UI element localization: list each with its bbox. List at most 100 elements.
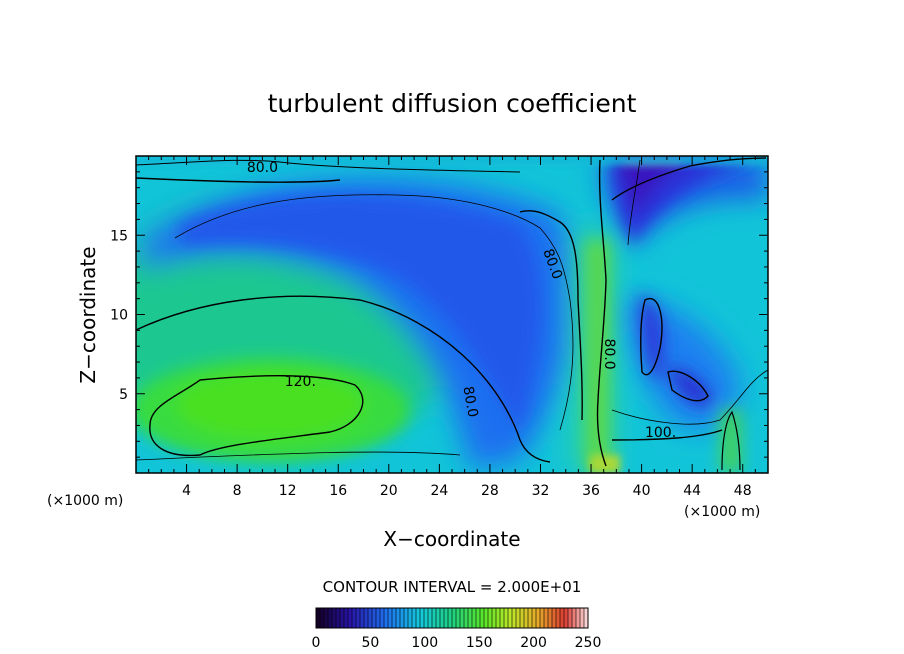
contour-line xyxy=(611,369,768,425)
y-tick-label: 5 xyxy=(119,387,128,403)
colorbar-swatch xyxy=(508,608,512,628)
colorbar-swatch xyxy=(548,608,552,628)
colorbar-swatch xyxy=(368,608,372,628)
colorbar-swatch xyxy=(320,608,324,628)
colorbar-swatch xyxy=(384,608,388,628)
colorbar-swatch xyxy=(420,608,424,628)
x-tick-label: 16 xyxy=(329,483,347,499)
contour-line xyxy=(149,375,364,457)
colorbar-swatch xyxy=(352,608,356,628)
colorbar-tick-label: 150 xyxy=(466,635,493,651)
colorbar-swatch xyxy=(428,608,432,628)
contour-line xyxy=(627,159,641,246)
contour-line xyxy=(667,370,709,402)
contour-label: 80.0 xyxy=(601,339,617,370)
colorbar-tick-label: 50 xyxy=(361,635,379,651)
x-tick-label: 32 xyxy=(532,483,550,499)
colorbar-swatch xyxy=(540,608,544,628)
colorbar-swatch xyxy=(580,608,584,628)
colorbar-swatch xyxy=(460,608,464,628)
x-tick-label: 36 xyxy=(582,483,600,499)
colorbar-swatch xyxy=(564,608,568,628)
colorbar-swatch xyxy=(456,608,460,628)
colorbar-swatch xyxy=(512,608,516,628)
colorbar-swatch xyxy=(516,608,520,628)
y-axis-label: Z−coordinate xyxy=(76,246,100,383)
y-tick-label: 10 xyxy=(110,308,128,324)
x-tick-label: 12 xyxy=(279,483,297,499)
colorbar-swatch xyxy=(400,608,404,628)
y-tick-label: 15 xyxy=(110,228,128,244)
colorbar-swatch xyxy=(336,608,340,628)
contour-line xyxy=(611,157,767,201)
colorbar-swatch xyxy=(500,608,504,628)
colorbar-swatch xyxy=(504,608,508,628)
contour-line xyxy=(136,451,461,461)
colorbar-swatch xyxy=(316,608,320,628)
colorbar-swatch xyxy=(496,608,500,628)
colorbar-swatch xyxy=(328,608,332,628)
x-tick-label: 40 xyxy=(633,483,651,499)
colorbar-swatch xyxy=(532,608,536,628)
x-tick-label: 48 xyxy=(734,483,752,499)
y-axis: 5 10 15 xyxy=(110,171,768,458)
colorbar-swatch xyxy=(568,608,572,628)
colorbar-swatch xyxy=(408,608,412,628)
contour-line xyxy=(596,159,607,467)
colorbar-swatch xyxy=(416,608,420,628)
contour-line xyxy=(611,429,723,441)
colorbar-swatch xyxy=(332,608,336,628)
colorbar-swatch xyxy=(480,608,484,628)
x-axis-label: X−coordinate xyxy=(383,527,520,551)
colorbar-swatch xyxy=(520,608,524,628)
colorbar-swatch xyxy=(392,608,396,628)
colorbar-swatch xyxy=(424,608,428,628)
colorbar-tick-label: 250 xyxy=(575,635,602,651)
x-axis-unit-right: (×1000 m) xyxy=(684,504,760,520)
contour-line xyxy=(136,177,341,183)
contour-line xyxy=(640,297,663,376)
colorbar-swatch xyxy=(356,608,360,628)
colorbar-swatch xyxy=(380,608,384,628)
colorbar-swatch xyxy=(432,608,436,628)
colorbar xyxy=(315,608,588,628)
colorbar-swatch xyxy=(448,608,452,628)
colorbar-swatch xyxy=(544,608,548,628)
colorbar-tick-label: 0 xyxy=(312,635,321,651)
colorbar-swatch xyxy=(584,608,588,628)
colorbar-swatch xyxy=(340,608,344,628)
colorbar-swatch xyxy=(324,608,328,628)
colorbar-tick-label: 100 xyxy=(411,635,438,651)
contour-line xyxy=(721,410,741,471)
colorbar-swatch xyxy=(476,608,480,628)
colorbar-swatch xyxy=(444,608,448,628)
colorbar-swatch xyxy=(452,608,456,628)
colorbar-swatch xyxy=(488,608,492,628)
contour-line xyxy=(136,295,551,463)
contour-interval-label: CONTOUR INTERVAL = 2.000E+01 xyxy=(323,578,582,596)
contour-label: 80.0 xyxy=(247,160,278,176)
colorbar-swatch xyxy=(528,608,532,628)
colorbar-swatch xyxy=(560,608,564,628)
colorbar-swatch xyxy=(472,608,476,628)
contour-line xyxy=(174,194,574,431)
colorbar-swatch xyxy=(360,608,364,628)
colorbar-swatch xyxy=(468,608,472,628)
x-tick-label: 28 xyxy=(481,483,499,499)
chart-title: turbulent diffusion coefficient xyxy=(268,89,637,118)
colorbar-swatch xyxy=(376,608,380,628)
colorbar-swatch xyxy=(436,608,440,628)
colorbar-swatch xyxy=(556,608,560,628)
colorbar-tick-label: 200 xyxy=(520,635,547,651)
x-axis-unit-left: (×1000 m) xyxy=(47,493,123,509)
contour-line xyxy=(519,210,583,421)
x-tick-label: 24 xyxy=(430,483,448,499)
colorbar-swatch xyxy=(412,608,416,628)
colorbar-swatch xyxy=(440,608,444,628)
x-tick-label: 8 xyxy=(233,483,242,499)
x-tick-label: 44 xyxy=(683,483,701,499)
colorbar-swatch xyxy=(396,608,400,628)
colorbar-ticks: 0 50 100 150 200 250 xyxy=(312,635,602,651)
x-tick-label: 20 xyxy=(380,483,398,499)
colorbar-swatch xyxy=(364,608,368,628)
